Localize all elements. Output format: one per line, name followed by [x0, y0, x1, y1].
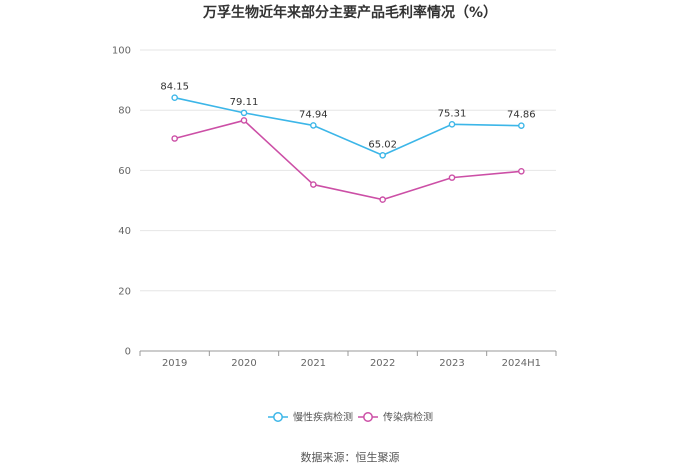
- x-tick-label: 2021: [301, 358, 326, 369]
- series-0-point: [448, 121, 456, 128]
- data-label: 65.02: [368, 139, 397, 150]
- legend: 慢性疾病检测 传染病检测: [268, 411, 433, 424]
- chart-title: 万孚生物近年来部分主要产品毛利率情况（%）: [202, 4, 497, 21]
- y-tick-label: 60: [118, 166, 131, 177]
- series-line-0: [174, 96, 522, 157]
- series-1-point: [518, 168, 525, 175]
- series-1-point: [379, 196, 386, 203]
- x-tick-label: 2023: [439, 358, 464, 369]
- data-label: 75.31: [438, 108, 467, 119]
- series-line-1: [174, 119, 522, 201]
- series-0-point: [379, 151, 386, 159]
- x-tick-label: 2022: [370, 358, 395, 369]
- data-label: 74.86: [507, 110, 536, 121]
- y-tick-label: 100: [112, 46, 131, 57]
- y-tick-label: 20: [118, 286, 131, 297]
- y-tick-label: 40: [118, 226, 131, 237]
- data-label: 74.94: [299, 109, 328, 120]
- series-layer: [171, 94, 525, 203]
- legend-label-0: 慢性疾病检测: [293, 411, 353, 424]
- series-0-point: [518, 122, 525, 129]
- x-tick-label: 2019: [162, 358, 187, 369]
- data-label: 79.11: [230, 97, 259, 108]
- legend-marker-0: [273, 412, 283, 422]
- series-1-point: [171, 135, 178, 142]
- series-1-point: [310, 181, 317, 188]
- series-0-point: [240, 109, 248, 117]
- grid-layer: [140, 49, 556, 292]
- x-tick-label: 2024H1: [502, 358, 541, 369]
- series-0-point: [171, 94, 178, 102]
- y-tick-label: 80: [118, 106, 131, 117]
- legend-marker-1: [363, 412, 373, 422]
- data-label: 84.15: [160, 82, 189, 93]
- source-note: 数据来源：恒生聚源: [301, 450, 400, 464]
- axis-layer: 0 20 40 60 80 100 2019 2020 2021 2022 2023 2024H1: [112, 46, 557, 369]
- legend-label-1: 传染病检测: [383, 411, 433, 424]
- x-tick-label: 2020: [231, 358, 256, 369]
- series-1-point: [240, 117, 248, 124]
- series-1-point: [448, 174, 456, 181]
- y-tick-label: 0: [125, 347, 131, 358]
- series-0-point: [310, 122, 317, 129]
- label-layer: 84.15 79.11 74.94 65.02 75.31 74.86: [160, 82, 535, 151]
